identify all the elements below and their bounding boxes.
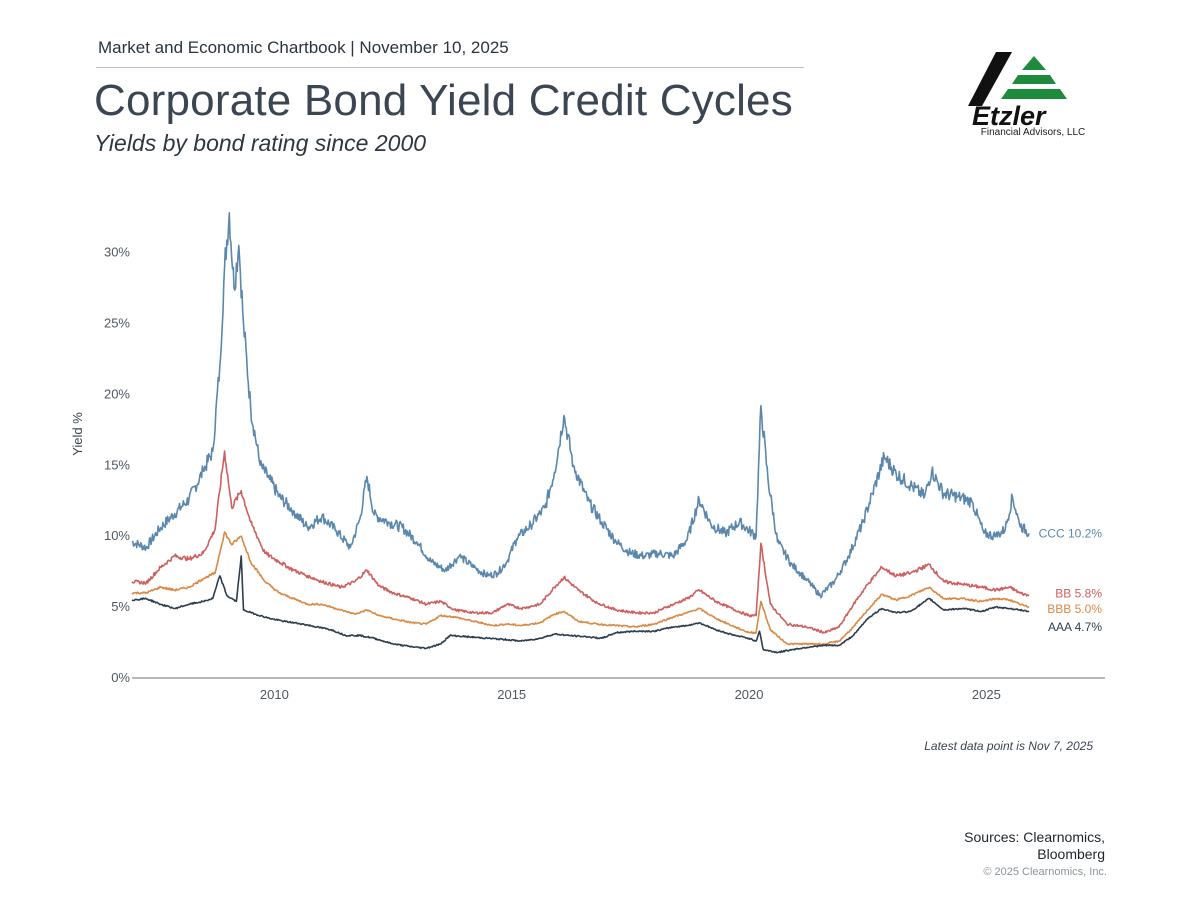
- sources-line-2: Bloomberg: [1037, 846, 1105, 862]
- etzler-logo: Etzler Financial Advisors, LLC: [968, 48, 1098, 142]
- sources: Sources: Clearnomics, Bloomberg: [964, 829, 1105, 863]
- yield-line-chart: 0% 5% 10% 15% 20% 25% 30% 2010 2015 2020 2025 Yield…: [70, 212, 1105, 702]
- copyright: © 2025 Clearnomics, Inc.: [983, 866, 1107, 878]
- series-line-bb: [131, 450, 1030, 634]
- series-line-ccc: [131, 212, 1030, 599]
- series-label-aaa: AAA 4.7%: [1048, 620, 1102, 634]
- series-label-ccc: CCC 10.2%: [1039, 526, 1103, 540]
- y-tick-label: 0%: [111, 670, 130, 685]
- latest-data-note: Latest data point is Nov 7, 2025: [924, 739, 1093, 753]
- y-tick-label: 30%: [104, 245, 130, 260]
- y-tick-label: 5%: [111, 599, 130, 614]
- y-axis-label: Yield %: [70, 412, 85, 456]
- chart-area: 0% 5% 10% 15% 20% 25% 30% 2010 2015 2020 2025 Yield…: [0, 190, 1200, 730]
- logo-mark-icon: Etzler: [968, 52, 1067, 131]
- y-tick-label: 10%: [104, 528, 130, 543]
- y-tick-label: 25%: [104, 315, 130, 330]
- x-tick-label: 2015: [497, 687, 526, 702]
- sources-line-1: Sources: Clearnomics,: [964, 829, 1105, 845]
- series-label-bb: BB 5.8%: [1055, 587, 1102, 601]
- header-divider: [96, 67, 804, 68]
- y-tick-label: 15%: [104, 457, 130, 472]
- page-subtitle: Yields by bond rating since 2000: [94, 130, 427, 156]
- series-line-aaa: [131, 555, 1030, 654]
- y-tick-label: 20%: [104, 386, 130, 401]
- series-label-bbb: BBB 5.0%: [1047, 602, 1102, 616]
- x-tick-label: 2010: [260, 687, 289, 702]
- logo-caption: Financial Advisors, LLC: [980, 127, 1086, 138]
- page-title: Corporate Bond Yield Credit Cycles: [94, 76, 793, 125]
- logo-wordmark: Etzler: [972, 101, 1047, 128]
- chartbook-kicker: Market and Economic Chartbook | November…: [98, 38, 509, 57]
- series-line-bbb: [131, 531, 1030, 646]
- x-tick-label: 2025: [972, 687, 1001, 702]
- x-tick-label: 2020: [735, 687, 764, 702]
